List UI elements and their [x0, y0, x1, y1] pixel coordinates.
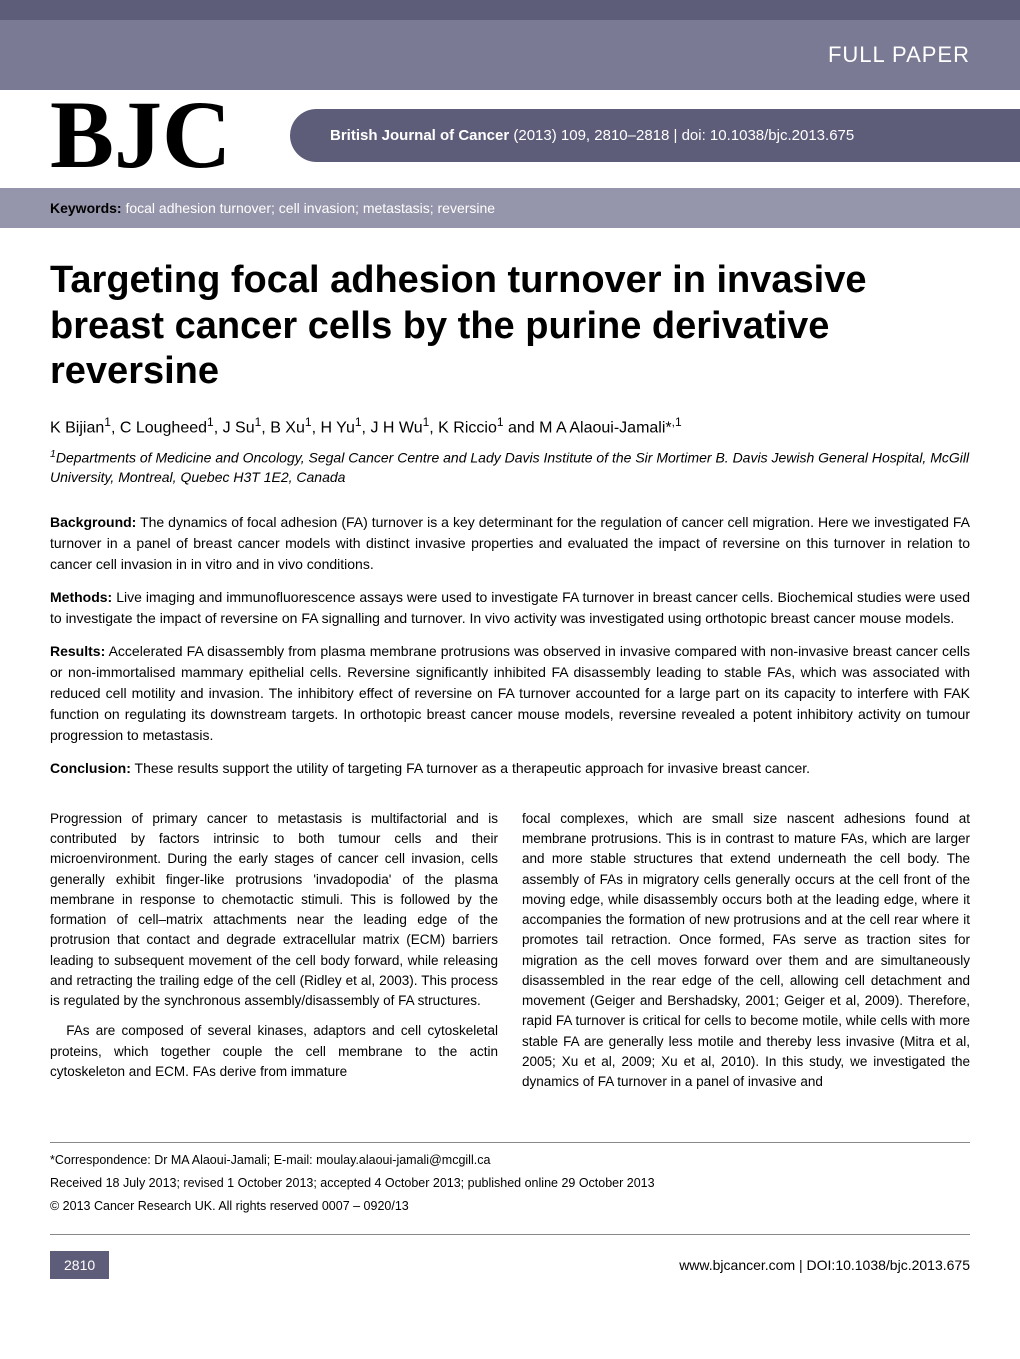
- copyright: © 2013 Cancer Research UK. All rights re…: [50, 1197, 970, 1216]
- keywords-text: focal adhesion turnover; cell invasion; …: [122, 200, 496, 216]
- footer-divider: [50, 1142, 970, 1143]
- keywords-bar: Keywords: focal adhesion turnover; cell …: [0, 188, 1020, 228]
- page-number: 2810: [50, 1251, 109, 1279]
- logo-row: BJC British Journal of Cancer (2013) 109…: [0, 90, 1020, 180]
- background-label: Background:: [50, 514, 136, 530]
- journal-citation: (2013) 109, 2810–2818 | doi: 10.1038/bjc…: [509, 127, 854, 144]
- affiliation: 1Departments of Medicine and Oncology, S…: [50, 447, 970, 488]
- abstract-conclusion: Conclusion: These results support the ut…: [50, 758, 970, 779]
- body-para: Progression of primary cancer to metasta…: [50, 809, 498, 1012]
- bjc-logo: BJC: [0, 97, 231, 174]
- abstract-background: Background: The dynamics of focal adhesi…: [50, 512, 970, 575]
- abstract-methods: Methods: Live imaging and immunofluoresc…: [50, 587, 970, 629]
- body-para: focal complexes, which are small size na…: [522, 809, 970, 1093]
- correspondence: *Correspondence: Dr MA Alaoui-Jamali; E-…: [50, 1151, 970, 1170]
- page-footer: 2810 www.bjcancer.com | DOI:10.1038/bjc.…: [0, 1243, 1020, 1299]
- keywords-label: Keywords:: [50, 200, 122, 216]
- footer-divider-2: [50, 1234, 970, 1235]
- journal-citation-pill: British Journal of Cancer (2013) 109, 28…: [290, 109, 1020, 162]
- body-right-column: focal complexes, which are small size na…: [522, 809, 970, 1103]
- conclusion-text: These results support the utility of tar…: [131, 760, 810, 776]
- received-dates: Received 18 July 2013; revised 1 October…: [50, 1174, 970, 1193]
- footer-info: *Correspondence: Dr MA Alaoui-Jamali; E-…: [0, 1151, 1020, 1229]
- body-two-column: Progression of primary cancer to metasta…: [50, 809, 970, 1103]
- background-text: The dynamics of focal adhesion (FA) turn…: [50, 514, 970, 572]
- article-content: Targeting focal adhesion turnover in inv…: [0, 228, 1020, 1122]
- results-text: Accelerated FA disassembly from plasma m…: [50, 643, 970, 743]
- methods-label: Methods:: [50, 589, 112, 605]
- header-top-strip: [0, 0, 1020, 20]
- full-paper-banner: FULL PAPER: [0, 20, 1020, 90]
- results-label: Results:: [50, 643, 105, 659]
- methods-text: Live imaging and immunofluorescence assa…: [50, 589, 970, 626]
- authors-line: K Bijian1, C Lougheed1, J Su1, B Xu1, H …: [50, 415, 970, 437]
- body-left-column: Progression of primary cancer to metasta…: [50, 809, 498, 1103]
- full-paper-label: FULL PAPER: [828, 42, 970, 68]
- abstract-results: Results: Accelerated FA disassembly from…: [50, 641, 970, 746]
- footer-url: www.bjcancer.com | DOI:10.1038/bjc.2013.…: [679, 1257, 970, 1273]
- conclusion-label: Conclusion:: [50, 760, 131, 776]
- journal-name: British Journal of Cancer: [330, 127, 509, 144]
- body-para: FAs are composed of several kinases, ada…: [50, 1021, 498, 1082]
- article-title: Targeting focal adhesion turnover in inv…: [50, 258, 970, 395]
